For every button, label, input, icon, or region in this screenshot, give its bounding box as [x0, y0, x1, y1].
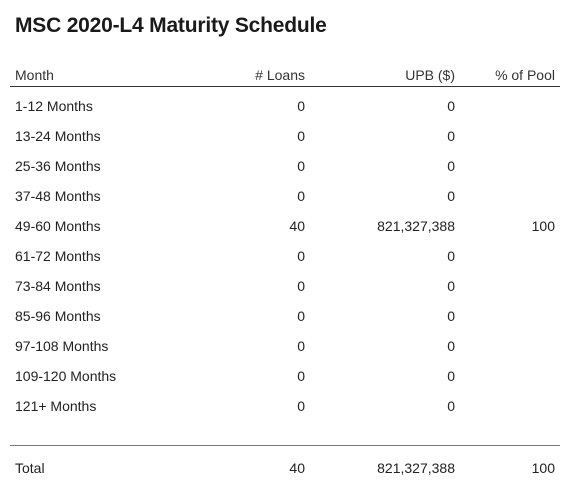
total-pool: 100 — [531, 460, 555, 476]
month-cell: 49-60 Months — [15, 218, 101, 234]
column-header-upb: UPB ($) — [405, 67, 455, 83]
table-row: 13-24 Months 0 0 — [10, 121, 560, 151]
column-header-pool: % of Pool — [495, 67, 555, 83]
month-cell: 13-24 Months — [15, 128, 101, 144]
total-loans: 40 — [289, 460, 305, 476]
upb-cell: 0 — [447, 308, 455, 324]
pool-cell: 100 — [531, 218, 555, 234]
total-upb: 821,327,388 — [377, 460, 455, 476]
month-cell: 97-108 Months — [15, 338, 109, 354]
page-title: MSC 2020-L4 Maturity Schedule — [15, 14, 327, 37]
table-row: 49-60 Months 40 821,327,388 100 — [10, 211, 560, 241]
table-row: 73-84 Months 0 0 — [10, 271, 560, 301]
table-row: 121+ Months 0 0 — [10, 391, 560, 421]
upb-cell: 0 — [447, 98, 455, 114]
table-row: 37-48 Months 0 0 — [10, 181, 560, 211]
upb-cell: 0 — [447, 158, 455, 174]
table-body: 1-12 Months 0 0 13-24 Months 0 0 25-36 Months 0… — [10, 87, 560, 421]
table-row: 85-96 Months 0 0 — [10, 301, 560, 331]
upb-cell: 0 — [447, 248, 455, 264]
table-row: 109-120 Months 0 0 — [10, 361, 560, 391]
upb-cell: 0 — [447, 398, 455, 414]
column-header-month: Month — [15, 67, 54, 83]
loans-cell: 0 — [297, 158, 305, 174]
column-header-loans: # Loans — [255, 67, 305, 83]
loans-cell: 0 — [297, 128, 305, 144]
loans-cell: 0 — [297, 398, 305, 414]
loans-cell: 0 — [297, 248, 305, 264]
upb-cell: 0 — [447, 338, 455, 354]
upb-cell: 821,327,388 — [377, 218, 455, 234]
loans-cell: 0 — [297, 338, 305, 354]
loans-cell: 0 — [297, 308, 305, 324]
month-cell: 121+ Months — [15, 398, 97, 414]
total-label: Total — [15, 460, 45, 476]
table-row: 97-108 Months 0 0 — [10, 331, 560, 361]
loans-cell: 0 — [297, 278, 305, 294]
upb-cell: 0 — [447, 278, 455, 294]
loans-cell: 0 — [297, 368, 305, 384]
month-cell: 1-12 Months — [15, 98, 93, 114]
total-row: Total 40 821,327,388 100 — [10, 446, 560, 490]
upb-cell: 0 — [447, 128, 455, 144]
month-cell: 25-36 Months — [15, 158, 101, 174]
month-cell: 73-84 Months — [15, 278, 101, 294]
table-row: 25-36 Months 0 0 — [10, 151, 560, 181]
total-section: Total 40 821,327,388 100 — [10, 445, 560, 490]
loans-cell: 40 — [289, 218, 305, 234]
month-cell: 85-96 Months — [15, 308, 101, 324]
month-cell: 109-120 Months — [15, 368, 117, 384]
loans-cell: 0 — [297, 98, 305, 114]
table-row: 1-12 Months 0 0 — [10, 91, 560, 121]
table-header: Month # Loans UPB ($) % of Pool — [10, 64, 560, 87]
upb-cell: 0 — [447, 188, 455, 204]
month-cell: 37-48 Months — [15, 188, 101, 204]
loans-cell: 0 — [297, 188, 305, 204]
upb-cell: 0 — [447, 368, 455, 384]
month-cell: 61-72 Months — [15, 248, 101, 264]
maturity-table: Month # Loans UPB ($) % of Pool 1-12 Mon… — [10, 64, 560, 421]
table-row: 61-72 Months 0 0 — [10, 241, 560, 271]
